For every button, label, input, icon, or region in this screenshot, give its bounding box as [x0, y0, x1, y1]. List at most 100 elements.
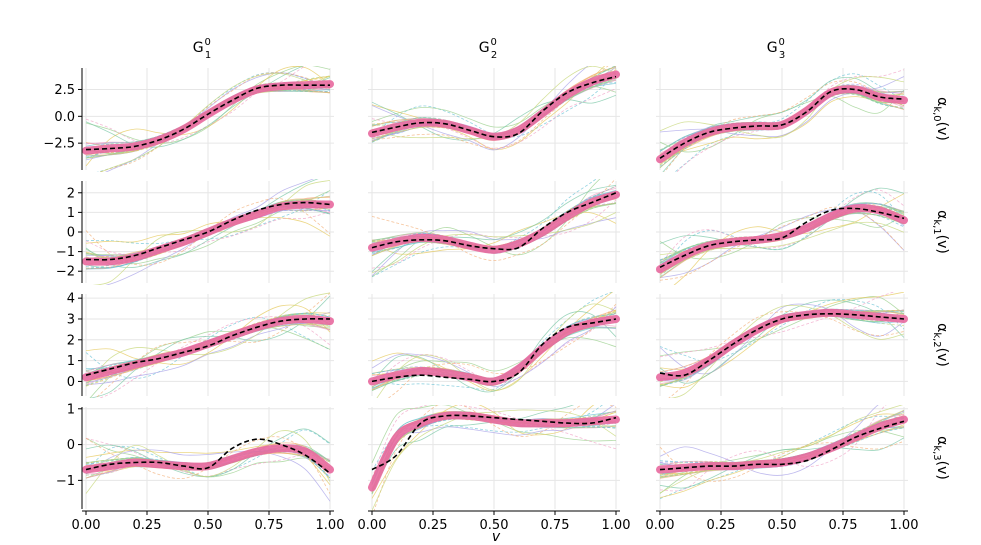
x-tick-label: 0.50: [480, 518, 509, 533]
x-tick-label: 1.00: [890, 518, 919, 533]
reference-curve: [85, 84, 330, 151]
reference-curve: [371, 414, 617, 471]
y-tick-label: 0: [67, 375, 75, 390]
x-tick-label: 0.00: [358, 518, 387, 533]
sample-line: [659, 298, 905, 363]
sample-line: [659, 440, 905, 482]
sample-line: [371, 179, 597, 278]
reference-curve: [659, 312, 905, 377]
column-title-3: G0 3: [767, 37, 786, 61]
reference-curve: [659, 420, 905, 471]
y-tick-label: 0.0: [54, 110, 75, 125]
y-tick-label: −1: [56, 245, 75, 260]
row-label-0: αk,0(v): [931, 97, 950, 141]
x-tick-label: 0.75: [829, 518, 858, 533]
y-tick-label: 0: [67, 438, 75, 453]
y-tick-label: −1: [56, 474, 75, 489]
sample-line: [371, 405, 617, 478]
sample-line: [371, 66, 609, 149]
x-tick-label: 0.00: [646, 518, 675, 533]
sample-line: [674, 73, 905, 172]
y-tick-label: 1: [67, 354, 75, 369]
sample-line: [659, 292, 895, 358]
sample-line: [85, 304, 331, 365]
sample-line: [85, 211, 331, 256]
sample-line: [85, 179, 319, 268]
sample-line: [371, 306, 617, 387]
x-tick-label: 0.50: [768, 518, 797, 533]
y-tick-label: 1: [67, 402, 75, 417]
column-title-2: G0 2: [479, 37, 498, 61]
fitted-curve: [82, 200, 334, 266]
y-tick-label: 1: [67, 206, 75, 221]
x-tick-label: 0.00: [72, 518, 101, 533]
x-tick-label: 0.25: [419, 518, 448, 533]
row-label-3: αk,3(v): [931, 436, 950, 480]
sample-line: [659, 76, 905, 139]
sample-line: [85, 189, 331, 245]
sample-line: [85, 316, 331, 379]
reference-curve: [371, 318, 617, 383]
sample-line: [659, 405, 879, 476]
x-tick-label: 0.75: [255, 518, 284, 533]
x-tick-label: 0.75: [541, 518, 570, 533]
y-tick-label: 2.5: [54, 83, 75, 98]
sample-line: [387, 303, 617, 398]
sample-line: [99, 72, 331, 172]
sample-line: [371, 199, 617, 269]
sample-line: [371, 292, 614, 391]
y-tick-label: 0: [67, 226, 75, 241]
sample-line: [673, 193, 905, 285]
y-tick-label: 2: [67, 333, 75, 348]
sample-line: [659, 214, 905, 260]
x-tick-label: 1.00: [602, 518, 631, 533]
sample-line: [659, 417, 905, 478]
sample-line: [659, 437, 905, 489]
sample-line: [85, 292, 331, 387]
sample-line: [659, 187, 905, 251]
sample-line: [659, 296, 905, 357]
sample-line: [659, 303, 905, 375]
sample-line: [85, 437, 331, 477]
y-tick-label: −2.5: [43, 137, 75, 152]
sample-line: [85, 90, 331, 149]
sample-line: [376, 303, 617, 398]
fitted-curve: [656, 204, 908, 274]
sample-line: [98, 316, 331, 398]
reference-curve: [85, 438, 331, 474]
sample-line: [659, 415, 905, 499]
sample-line: [85, 202, 331, 268]
sample-line: [669, 304, 905, 398]
sample-line: [371, 409, 617, 511]
sample-line: [371, 212, 617, 274]
sample-line: [89, 295, 331, 398]
y-tick-label: 3: [67, 312, 75, 327]
x-axis-label: v: [492, 529, 501, 545]
reference-curve: [659, 87, 905, 159]
x-tick-label: 0.25: [707, 518, 736, 533]
row-label-2: αk,2(v): [931, 323, 950, 367]
fitted-curve: [368, 190, 620, 254]
sample-line: [371, 179, 616, 261]
y-tick-label: 2: [67, 186, 75, 201]
y-tick-label: 4: [67, 292, 75, 307]
x-tick-label: 1.00: [316, 518, 345, 533]
y-tick-label: −2: [56, 265, 75, 280]
sample-line: [371, 311, 617, 393]
sample-line: [659, 413, 905, 499]
x-tick-label: 0.50: [194, 518, 223, 533]
sample-line: [659, 189, 905, 265]
reference-curve: [371, 75, 617, 138]
sample-line: [85, 430, 331, 494]
sample-line: [85, 66, 331, 167]
reference-curve: [85, 318, 331, 376]
sample-line: [98, 72, 331, 172]
sample-line: [371, 336, 617, 388]
x-tick-label: 0.25: [133, 518, 162, 533]
row-label-1: αk,1(v): [931, 210, 950, 254]
reference-curve: [371, 192, 617, 251]
sample-line: [85, 449, 331, 502]
column-title-1: G0 1: [193, 37, 212, 61]
reference-curve: [85, 201, 331, 261]
